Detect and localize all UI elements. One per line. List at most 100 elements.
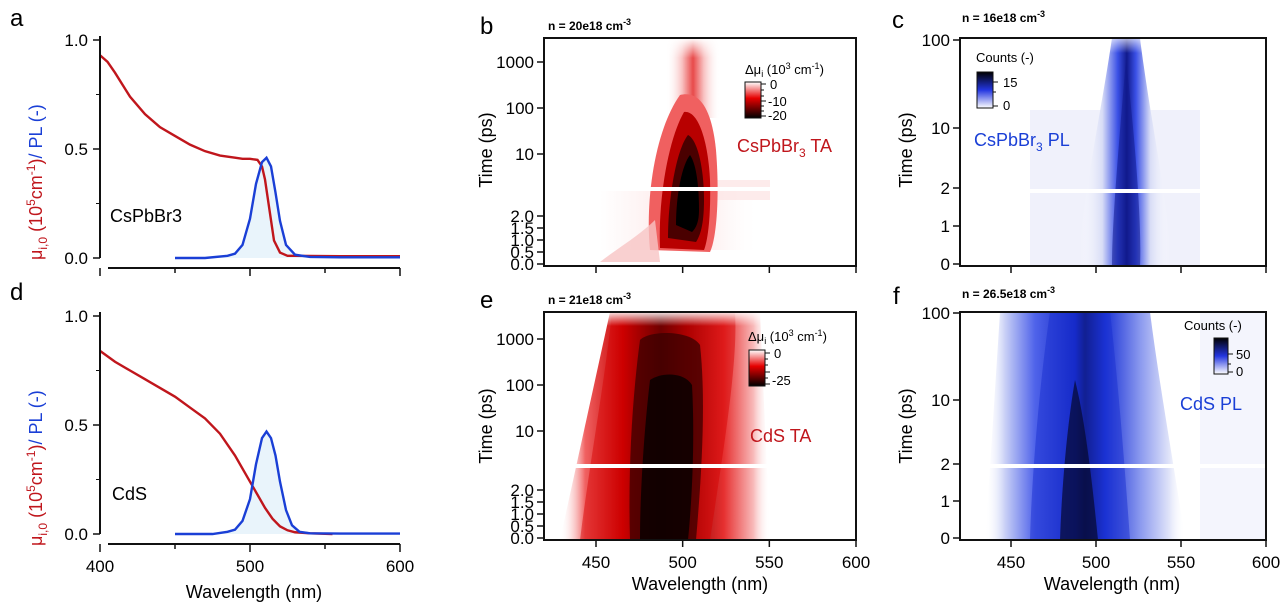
panel-c-colorbar-title: Counts (-) [976,50,1034,65]
panel-b-ytick-label: 0.5 [510,243,534,262]
ylabel-left-a: μi,0 (105cm-1)/ PL (-) [24,104,50,260]
panel-d-xtick-label: 500 [236,557,264,576]
panel-a-ytick-label: 0.0 [64,249,88,268]
panel-a-pl-line [175,155,400,260]
panel-d-xtick-label: 600 [386,557,414,576]
panel-d-xlabel: Wavelength (nm) [186,582,322,602]
panel-f-xtick-label: 550 [1167,553,1195,572]
panel-e-ytick-label: 1.5 [510,493,534,512]
panel-a-pl-fill [175,157,400,258]
panel-d-linechart: 0.0 0.5 1.0 400 500 600 [64,307,414,576]
panel-f-colorbar [1213,337,1229,375]
panel-e-ytick-label: 0.0 [510,529,534,548]
panel-c-ylabel: Time (ps) [896,112,916,187]
panel-a-ytick-label: 0.5 [64,140,88,159]
panel-b-ytick-label: 1.5 [510,219,534,238]
panel-d-pl-fill [175,431,400,534]
panel-c-colorbar-tick-0: 15 [1003,75,1017,90]
panel-f-ytick-label: 100 [922,304,950,323]
panel-b-ytick-label: 100 [506,99,534,118]
panel-a-ytick-label: 1.0 [64,31,88,50]
panel-b-density: n = 20e18 cm-3 [548,17,631,33]
panel-a-linechart: 0.0 0.5 1.0 [64,31,401,276]
panel-f-ytick-label: 1 [941,492,950,511]
panel-f-colorbar-title: Counts (-) [1184,318,1242,333]
panel-letter-b: b [480,13,493,40]
panel-c-colorbar-ticks [993,81,998,107]
panel-f-xlabel: Wavelength (nm) [1044,574,1180,594]
panel-e-colorbar-tick-0: 0 [774,346,781,361]
panel-d-absorption-line [99,349,333,536]
panel-e-colorbar-title: Δμi (103 cm-1) [748,328,827,346]
panel-b-colorbar-tick-2: -20 [768,108,787,123]
panel-f-ytick-label: 0 [941,529,950,548]
panel-f-ylabel: Time (ps) [896,388,916,463]
panel-a-annotation: CsPbBr3 [110,206,182,226]
panel-b-ytick-label: 2.0 [510,207,534,226]
panel-letter-c: c [892,7,904,34]
panel-f-xtick-label: 600 [1252,553,1280,572]
panel-b-ytick-label: 0.0 [510,255,534,274]
panel-b-ytick-label: 10 [515,145,534,164]
panel-f-colorbar-tick-0: 50 [1236,347,1250,362]
panel-d-ytick-label: 0.0 [64,525,88,544]
panel-d-ytick-label: 0.5 [64,416,88,435]
panel-b-frame [543,37,857,267]
panel-d-pl-line [175,429,400,536]
panel-c-ytick-label: 0 [941,255,950,274]
panel-d-xtick-label: 400 [86,557,114,576]
panel-b-colorbar-tick-1: -10 [768,94,787,109]
panel-a-absorption-line [99,54,400,258]
panel-b-ytick-label: 1000 [496,53,534,72]
panel-d-ytick-label: 1.0 [64,307,88,326]
panel-c-colorbar [976,71,994,109]
panel-f-heatmap [960,312,1266,540]
panel-d-annotation: CdS [112,484,147,504]
panel-b-heatmap [544,38,856,266]
panel-c-ytick-label: 10 [931,119,950,138]
panel-e-ytick-label: 2.0 [510,481,534,500]
panel-letter-f: f [893,283,900,310]
svg-text:μi,0 (105cm-1)/ PL (-): μi,0 (105cm-1)/ PL (-) [24,390,50,546]
panel-e-ytick-label: 10 [515,422,534,441]
panel-b-colorbar-title: Δμi (103 cm-1) [745,61,824,79]
panel-e-colorbar [748,349,766,387]
panel-b-annotation: CsPbBr3 TA [737,136,832,160]
panel-c-ytick-label: 100 [922,31,950,50]
panel-f-colorbar-tick-1: 0 [1236,364,1243,379]
panel-c-density: n = 16e18 cm-3 [962,9,1045,25]
panel-b-ytick-label: 1.0 [510,231,534,250]
panel-e-frame [543,311,857,541]
panel-f-colorbar-ticks [1228,353,1233,373]
panel-f-ytick-label: 10 [931,391,950,410]
heatmap-ticks: 0.00.51.01.52.01010010000.00.51.01.52.01… [496,31,1280,572]
panel-f-xtick-label: 450 [997,553,1025,572]
panel-e-xtick-label: 500 [668,553,696,572]
panel-f-ytick-label: 2 [941,455,950,474]
panel-c-frame [959,37,1267,267]
panel-e-ytick-label: 100 [506,376,534,395]
panel-e-heatmap [544,312,856,540]
panel-letter-e: e [480,287,493,314]
svg-text:μi,0 (105cm-1)/ PL (-): μi,0 (105cm-1)/ PL (-) [24,104,50,260]
panel-e-ytick-label: 1000 [496,330,534,349]
panel-e-colorbar-tick-1: -25 [772,373,791,388]
panel-c-heatmap [960,38,1266,266]
panel-e-annotation: CdS TA [750,426,811,446]
panel-e-ytick-label: 1.0 [510,505,534,524]
panel-b-ylabel: Time (ps) [476,112,496,187]
panel-e-ylabel: Time (ps) [476,388,496,463]
panel-letter-a: a [10,5,24,32]
panel-e-xtick-label: 450 [582,553,610,572]
panel-b-colorbar-ticks [761,83,766,117]
panel-c-ytick-label: 2 [941,179,950,198]
panel-f-density: n = 26.5e18 cm-3 [962,285,1055,301]
panel-e-xtick-label: 600 [842,553,870,572]
panel-c-colorbar-tick-1: 0 [1003,98,1010,113]
panel-b-colorbar [744,81,762,119]
panel-b-colorbar-tick-0: 0 [770,77,777,92]
panel-f-annotation: CdS PL [1180,394,1242,414]
panel-f-xtick-label: 500 [1082,553,1110,572]
panel-e-xlabel: Wavelength (nm) [632,574,768,594]
